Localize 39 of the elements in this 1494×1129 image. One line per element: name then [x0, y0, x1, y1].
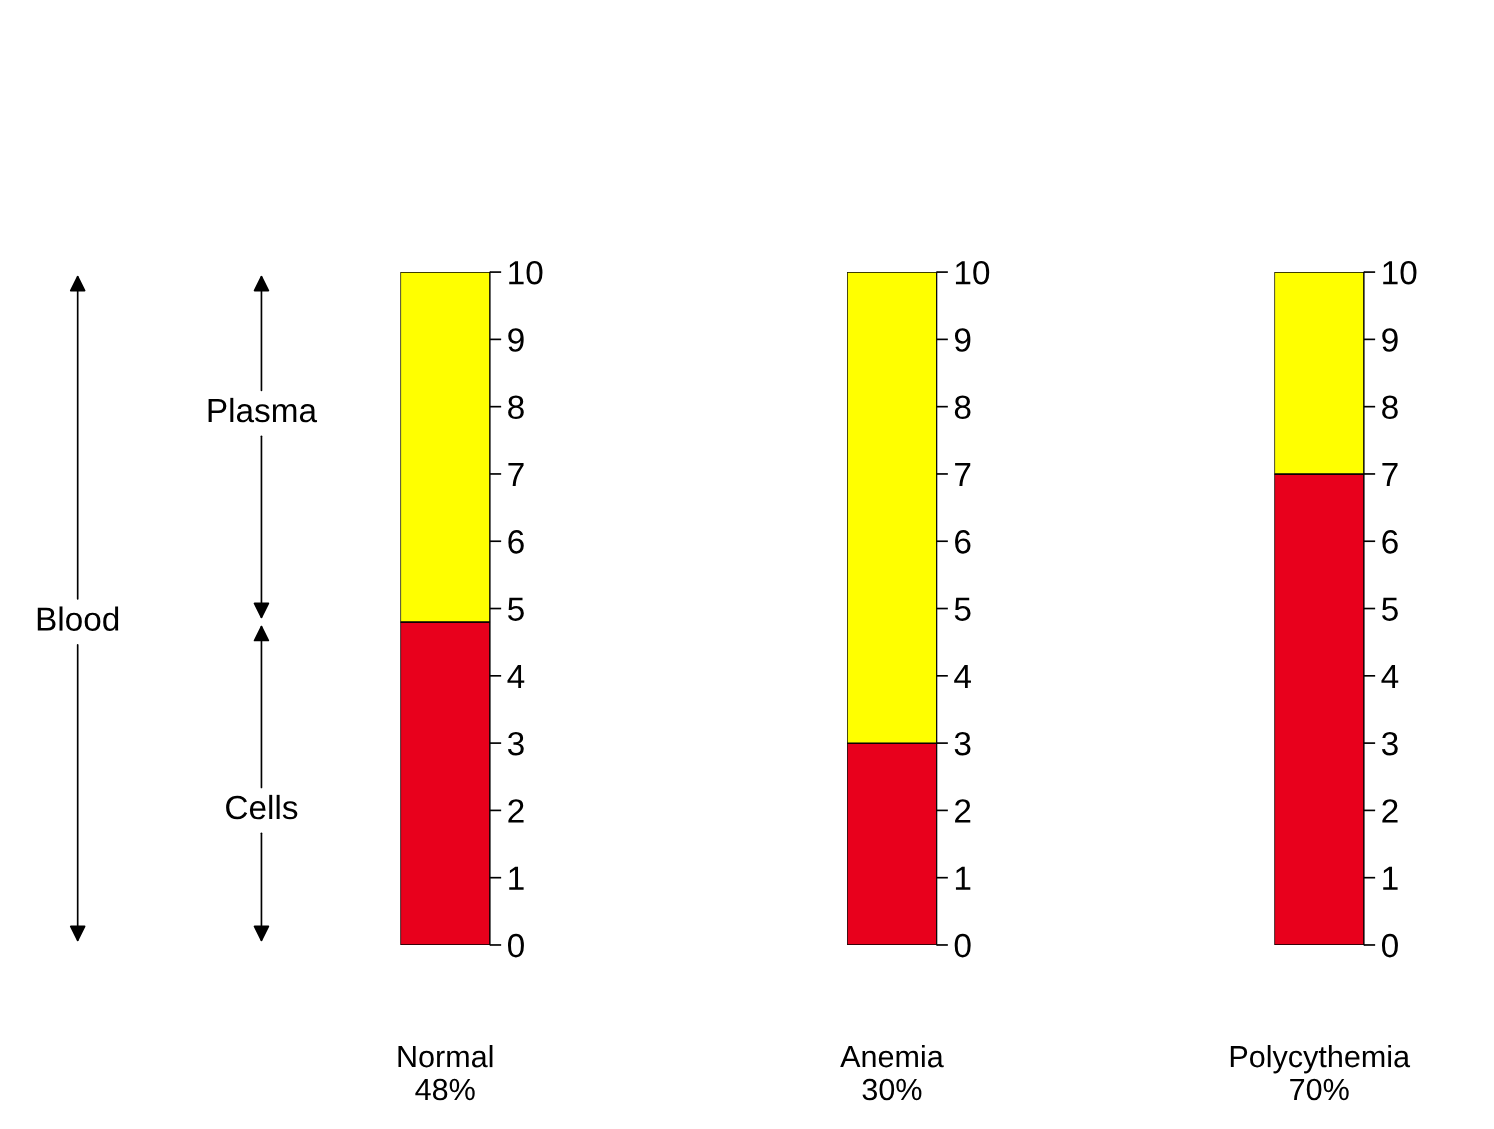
x-tick-label: Anemia 30%: [840, 1044, 944, 1101]
y-tick-label: 10: [509, 260, 543, 285]
y-tick-label: 6: [955, 530, 971, 554]
y-tick-label: 0: [508, 933, 524, 958]
x-tick-label: Normal 48%: [398, 1044, 493, 1101]
y-tick-label: 1: [1383, 866, 1398, 890]
y-tick-label: 0: [1381, 933, 1398, 958]
y-tick-label: 6: [1382, 530, 1398, 554]
y-tick-label: 7: [508, 463, 524, 487]
y-tick-label: 2: [1382, 799, 1398, 823]
y-tick-label: 2: [955, 799, 971, 823]
y-tick-label: 3: [507, 731, 524, 756]
y-tick-label: 9: [1382, 328, 1398, 352]
y-tick-label: 0: [954, 933, 971, 958]
y-tick-label: 7: [955, 463, 971, 487]
y-tick-label: 5: [954, 597, 971, 621]
text: Plasma: [208, 397, 318, 423]
y-tick-label: 3: [1381, 731, 1398, 756]
y-tick-label: 7: [1382, 463, 1398, 487]
text: Cells: [226, 794, 298, 820]
y-tick-label: 4: [1381, 664, 1399, 688]
y-tick-label: 8: [508, 395, 524, 420]
y-tick-label: 9: [508, 328, 524, 352]
text: Blood: [37, 606, 119, 631]
y-tick-label: 1: [509, 866, 524, 890]
y-tick-label: 6: [508, 530, 524, 554]
x-tick-label: Polycythemia 70%: [1230, 1044, 1411, 1101]
y-tick-label: 1: [955, 866, 971, 890]
y-tick-label: 8: [1382, 395, 1398, 420]
y-tick-label: 9: [954, 328, 971, 352]
y-tick-label: 4: [507, 664, 525, 688]
y-tick-label: 10: [955, 260, 990, 285]
y-tick-label: 10: [1383, 260, 1417, 285]
y-tick-label: 8: [954, 395, 971, 420]
y-tick-label: 2: [508, 799, 524, 823]
y-tick-label: 5: [1382, 597, 1398, 621]
y-tick-label: 4: [954, 664, 971, 688]
y-tick-label: 5: [508, 597, 524, 621]
y-tick-label: 3: [954, 731, 971, 756]
